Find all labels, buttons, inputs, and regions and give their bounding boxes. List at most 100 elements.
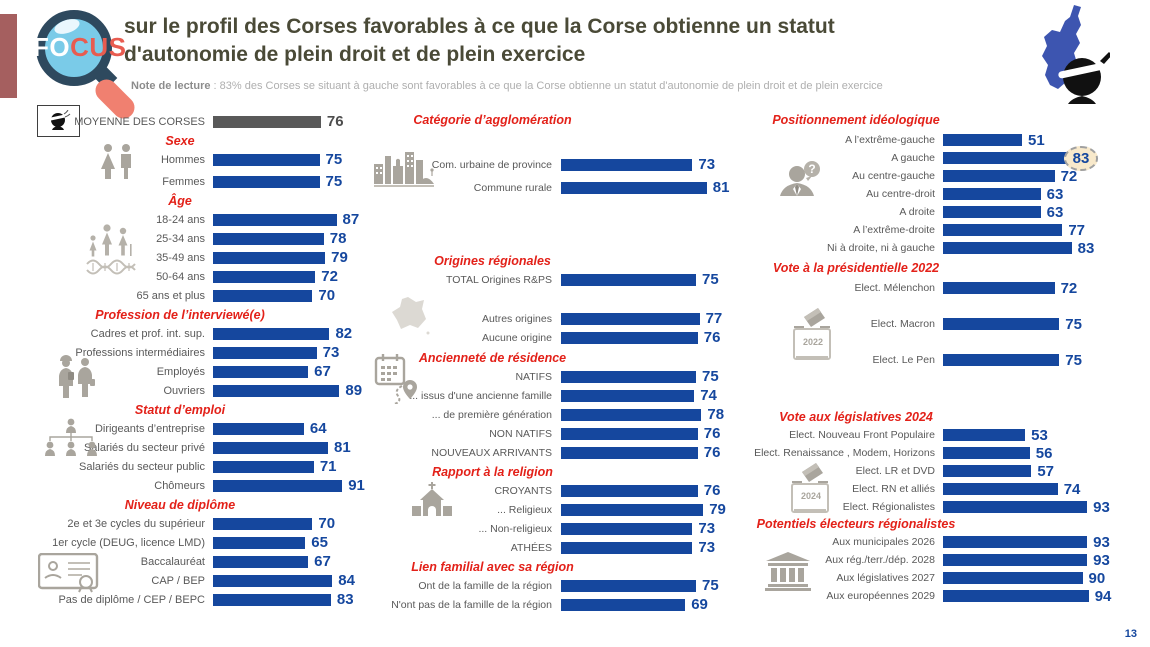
bar	[561, 446, 698, 459]
bar	[213, 327, 330, 340]
bar-label: Pas de diplôme / CEP / BEPC	[58, 593, 205, 606]
bar-row: Au centre-droit 63	[750, 185, 1150, 203]
bar-label: Professions intermédiaires	[75, 346, 205, 359]
bar-value: 72	[1060, 167, 1078, 185]
bar-label: A l’extrême-droite	[853, 224, 935, 236]
bar-value: 75	[1065, 351, 1082, 369]
bar-row: Hommes 75	[30, 150, 400, 169]
bar-value: 74	[1063, 480, 1081, 498]
bar	[561, 503, 704, 516]
bar	[561, 370, 696, 383]
page-title: sur le profil des Corses favorables à ce…	[124, 13, 954, 68]
bar-label: Aucune origine	[481, 331, 552, 344]
focus-logo: FOCUS	[20, 2, 140, 124]
bar-label: Aux municipales 2026	[832, 536, 935, 548]
bar	[561, 408, 702, 421]
bar-label: ... Non-religieux	[478, 522, 552, 535]
bar-row: Elect. Régionalistes 93	[750, 498, 1150, 516]
bar-label: 50-64 ans	[156, 270, 205, 283]
bar-value: 78	[707, 406, 725, 423]
bar-row: Professions intermédiaires 73	[30, 343, 400, 362]
bar	[943, 447, 1030, 459]
bar-value: 79	[709, 501, 726, 518]
bar-value: 75	[325, 151, 343, 168]
bar-row: A l’extrême-gauche 51	[750, 131, 1150, 149]
bar-value: 87	[342, 211, 360, 228]
bar	[213, 536, 306, 549]
bar-row: Pas de diplôme / CEP / BEPC 83	[30, 590, 400, 609]
bar	[561, 273, 696, 286]
section-title-anciennete: Ancienneté de résidence	[418, 351, 567, 365]
org-chart-icon	[42, 418, 100, 460]
bar-row: Employés 67	[30, 362, 400, 381]
bar-row: Com. urbaine de province 73	[370, 155, 760, 174]
male-female-icon	[98, 143, 136, 185]
bar	[213, 441, 329, 454]
section-title-origines: Origines régionales	[434, 254, 551, 268]
bar	[213, 593, 331, 606]
bar-row: Elect. Macron 75	[750, 315, 1150, 333]
bar	[561, 389, 695, 402]
bar-value: 83	[1077, 239, 1095, 257]
bar	[561, 598, 686, 611]
bar-row: TOTAL Origines R&PS 75	[370, 270, 760, 289]
bar-value: 81	[712, 179, 730, 196]
bar-label: MOYENNE DES CORSES	[74, 115, 205, 128]
bar-label: A l’extrême-gauche	[845, 134, 935, 146]
bar	[213, 213, 337, 226]
bar-row: Aux européennes 2029 94	[750, 587, 1150, 605]
bar-label: Elect. Le Pen	[872, 354, 935, 366]
bar-label: Elect. RN et alliés	[852, 483, 935, 495]
page-title-line1: sur le profil des Corses favorables à ce…	[124, 15, 835, 38]
bar-label: A droite	[899, 206, 935, 218]
column-left: MOYENNE DES CORSES 76 Sexe Hommes 75 Femm…	[30, 112, 400, 609]
bar	[943, 429, 1026, 441]
bar-row: Baccalauréat 67	[30, 552, 400, 571]
section-title-age: Âge	[168, 194, 192, 208]
bar-value: 89	[345, 382, 363, 399]
section-title-sexe: Sexe	[165, 134, 195, 148]
bar-row: Salariés du secteur public 71	[30, 457, 400, 476]
bar-label: Au centre-droit	[866, 188, 935, 200]
corsican-flag-icon	[37, 105, 80, 137]
bar	[943, 188, 1041, 200]
bar-row: Elect. Le Pen 75	[750, 351, 1150, 369]
bar-row: Ont de la famille de la région 75	[370, 576, 760, 595]
bar-label: Aux législatives 2027	[836, 572, 935, 584]
bar-row: Elect. Mélenchon 72	[750, 279, 1150, 297]
institution-building-icon	[763, 551, 813, 591]
bar	[943, 536, 1088, 548]
bar-value: 65	[311, 534, 328, 551]
bar	[561, 579, 696, 592]
bar	[213, 517, 313, 530]
bar-label: 2e et 3e cycles du supérieur	[67, 517, 205, 530]
bar-label: ... de première génération	[431, 408, 552, 421]
bar-row: A droite 63	[750, 203, 1150, 221]
church-icon	[410, 480, 454, 520]
bar-row: ... Non-religieux 73	[370, 519, 760, 538]
bar	[943, 590, 1089, 602]
bar-row: Chômeurs 91	[30, 476, 400, 495]
bar-label: Ouvriers	[163, 384, 205, 397]
bar-value: 63	[1046, 185, 1064, 203]
bar-label: Aux rég./terr./dép. 2028	[825, 554, 935, 566]
section-title-agglomeration: Catégorie d’agglomération	[413, 113, 572, 127]
bar	[213, 460, 314, 473]
bar	[943, 224, 1063, 236]
bar-value: 75	[702, 577, 719, 594]
bar-value: 56	[1035, 444, 1053, 462]
bar-row: Cadres et prof. int. sup. 82	[30, 324, 400, 343]
bar-label: Ont de la famille de la région	[418, 579, 552, 592]
bar	[561, 484, 698, 497]
bar-row: Commune rurale 81	[370, 178, 760, 197]
bar-label: 18-24 ans	[156, 213, 205, 226]
section-title-ideologie: Positionnement idéologique	[772, 113, 940, 127]
bar-row: A l’extrême-droite 77	[750, 221, 1150, 239]
bar	[943, 318, 1060, 330]
ballot-box-2024-icon: 2024	[788, 460, 832, 516]
bar-row: Dirigeants d’entreprise 64	[30, 419, 400, 438]
bar-label: ATHÉES	[510, 541, 552, 554]
bar-value: 77	[1068, 221, 1086, 239]
bar-value: 90	[1088, 569, 1106, 587]
bar-label: Salariés du secteur privé	[83, 441, 205, 454]
